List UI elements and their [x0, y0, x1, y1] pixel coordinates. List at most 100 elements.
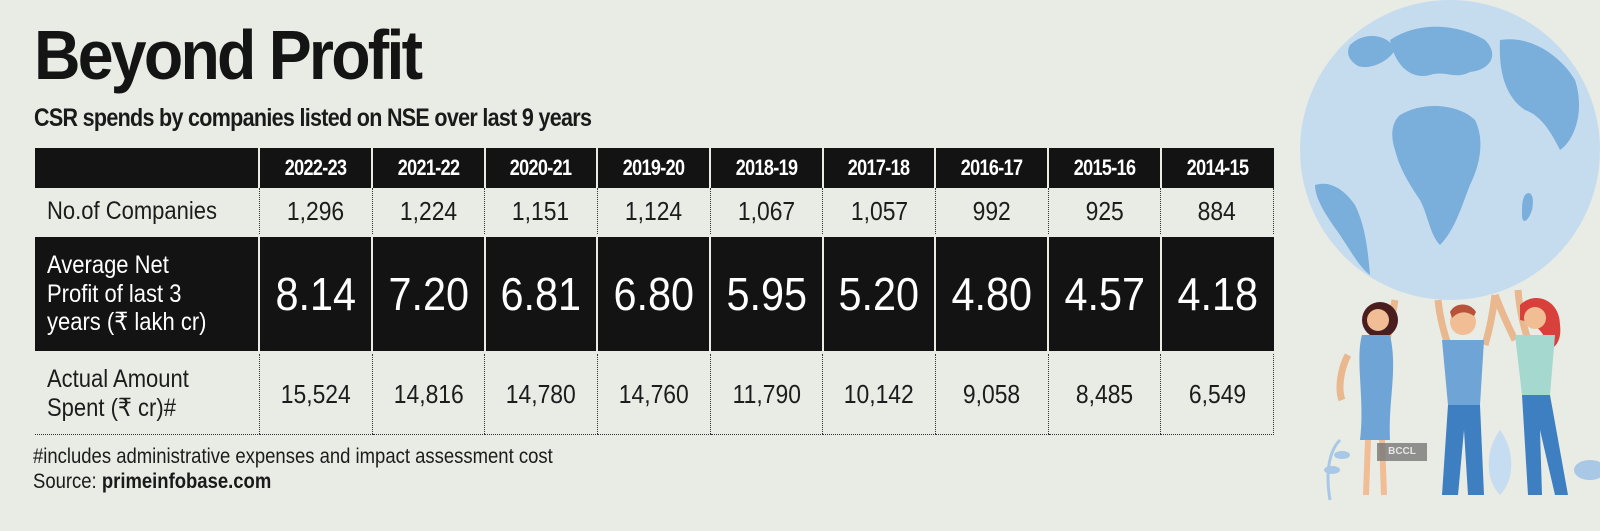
- cell-value: 1,067: [737, 195, 796, 226]
- column-header-label: 2014-15: [1186, 155, 1249, 180]
- column-header-label: 2016-17: [960, 155, 1023, 180]
- person-man-middle-icon: [1434, 294, 1499, 495]
- table-cell: 1,057: [822, 188, 936, 236]
- table-cell: 1,224: [371, 188, 485, 236]
- row-label-line: years (₹ lakh cr): [47, 308, 207, 337]
- cell-value: 5.95: [726, 268, 807, 320]
- row-label-line: Profit of last 3: [47, 279, 182, 308]
- cell-value: 1,296: [287, 195, 345, 226]
- globe-icon: [1300, 0, 1600, 300]
- table-row-actual-spent: Actual Amount Spent (₹ cr)# 15,524 14,81…: [35, 352, 1274, 435]
- column-header-label: 2021-22: [397, 155, 460, 180]
- bccl-watermark: BCCL: [1377, 443, 1427, 461]
- cell-value: 6.81: [500, 268, 582, 320]
- row-label: No.of Companies: [35, 188, 259, 236]
- page-subtitle: CSR spends by companies listed on NSE ov…: [34, 104, 592, 132]
- cell-value: 1,224: [399, 195, 457, 226]
- column-header: 2015-16: [1047, 148, 1161, 188]
- table-cell: 14,780: [484, 352, 598, 435]
- page-title: Beyond Profit: [34, 16, 423, 94]
- table-cell: 1,296: [258, 188, 373, 236]
- table-cell: 7.20: [371, 234, 485, 354]
- table-cell: 6.81: [483, 234, 598, 354]
- table-cell: 884: [1160, 188, 1274, 236]
- cell-value: 1,151: [512, 195, 570, 226]
- table-cell: 14,816: [371, 352, 485, 435]
- person-woman-left-icon: [1336, 299, 1399, 496]
- table-row-avg-net-profit: Average Net Profit of last 3 years (₹ la…: [35, 234, 1274, 354]
- table-cell: 4.18: [1159, 234, 1274, 354]
- table-cell: 6.80: [596, 234, 711, 354]
- column-header-label: 2015-16: [1073, 155, 1136, 180]
- cell-value: 14,760: [618, 378, 689, 409]
- column-header: 2014-15: [1159, 148, 1274, 188]
- source-value: primeinfobase.com: [101, 470, 272, 493]
- cell-value: 10,142: [844, 378, 915, 409]
- cell-value: 1,057: [850, 195, 908, 226]
- person-woman-right-icon: [1491, 289, 1568, 495]
- table-header-row: 2022-23 2021-22 2020-21 2019-20 2018-19 …: [35, 148, 1274, 188]
- table-cell: 6,549: [1160, 352, 1274, 435]
- table-cell: 5.95: [709, 234, 823, 354]
- column-header-label: 2017-18: [848, 155, 910, 180]
- csr-table: 2022-23 2021-22 2020-21 2019-20 2018-19 …: [35, 148, 1274, 435]
- row-label-text: No.of Companies: [47, 196, 217, 225]
- table-cell: 14,760: [596, 352, 711, 435]
- cell-value: 15,524: [280, 378, 351, 409]
- cell-value: 14,780: [506, 378, 577, 409]
- source-label: Source:: [33, 470, 97, 493]
- row-label-line: Actual Amount: [47, 365, 189, 394]
- table-cell: 9,058: [934, 352, 1049, 435]
- table-cell: 10,142: [822, 352, 936, 435]
- column-header-label: 2019-20: [622, 155, 685, 180]
- row-label-line: Average Net: [47, 250, 169, 279]
- table-cell: 5.20: [821, 234, 936, 354]
- cell-value: 7.20: [388, 268, 469, 320]
- cell-value: 884: [1198, 195, 1237, 226]
- cell-value: 992: [972, 195, 1011, 226]
- column-header-label: 2020-21: [510, 155, 572, 180]
- cell-value: 925: [1085, 195, 1124, 226]
- column-header: 2018-19: [709, 148, 823, 188]
- column-header: 2020-21: [483, 148, 598, 188]
- table-cell: 8.14: [258, 234, 373, 354]
- footnote: #includes administrative expenses and im…: [33, 445, 553, 468]
- cell-value: 9,058: [963, 378, 1021, 409]
- cell-value: 4.18: [1177, 268, 1258, 320]
- table-cell: 925: [1047, 188, 1161, 236]
- column-header: 2019-20: [596, 148, 711, 188]
- cell-value: 4.57: [1064, 268, 1145, 320]
- column-header: 2022-23: [258, 148, 373, 188]
- cell-value: 14,816: [393, 378, 464, 409]
- table-row-companies: No.of Companies 1,296 1,224 1,151 1,124 …: [35, 188, 1274, 236]
- column-header-label: 2018-19: [735, 155, 798, 180]
- table-cell: 992: [934, 188, 1049, 236]
- cell-value: 11,790: [732, 378, 801, 409]
- row-label: Actual Amount Spent (₹ cr)#: [35, 352, 260, 435]
- cell-value: 8,485: [1075, 378, 1134, 409]
- source-line: Source: primeinfobase.com: [33, 469, 271, 494]
- table-cell: 15,524: [258, 352, 373, 435]
- table-cell: 4.57: [1047, 234, 1161, 354]
- table-cell: 1,067: [709, 188, 823, 236]
- cell-value: 8.14: [275, 268, 356, 320]
- header-blank-cell: [35, 148, 260, 188]
- row-label: Average Net Profit of last 3 years (₹ la…: [35, 234, 260, 354]
- leaf-decoration-icon: [1324, 430, 1600, 501]
- cell-value: 6.80: [613, 268, 694, 320]
- table-cell: 1,151: [484, 188, 598, 236]
- cell-value: 6,549: [1188, 378, 1246, 409]
- column-header: 2017-18: [821, 148, 936, 188]
- column-header-label: 2022-23: [284, 155, 347, 180]
- cell-value: 5.20: [838, 268, 920, 320]
- table-cell: 1,124: [596, 188, 711, 236]
- globe-people-illustration: [1300, 0, 1600, 501]
- table-cell: 11,790: [709, 352, 823, 435]
- column-header: 2016-17: [934, 148, 1049, 188]
- table-cell: 4.80: [934, 234, 1049, 354]
- column-header: 2021-22: [371, 148, 485, 188]
- cell-value: 1,124: [625, 195, 683, 226]
- cell-value: 4.80: [951, 268, 1032, 320]
- row-label-line: Spent (₹ cr)#: [47, 394, 176, 422]
- table-cell: 8,485: [1047, 352, 1161, 435]
